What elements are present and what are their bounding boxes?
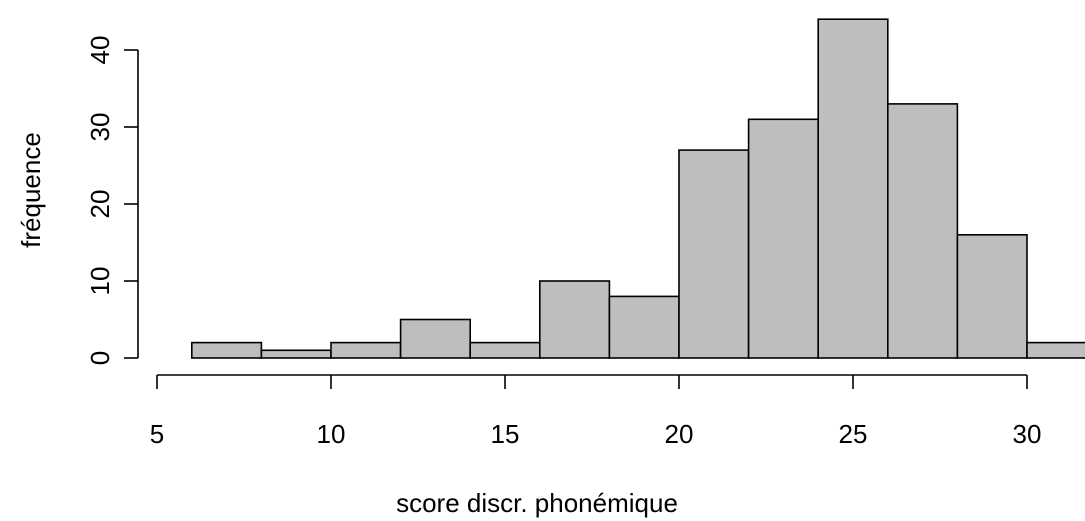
y-axis: 0 10 20 30 40 [85,36,139,365]
x-tick-label-5: 5 [150,419,164,449]
histogram-bar-20-22 [678,149,750,359]
bars-group [191,18,1085,359]
x-tick-label-15: 15 [491,419,520,449]
histogram-bar-30-32 [1026,341,1085,359]
histogram-bar-6-8 [191,341,263,359]
histogram-bar-26-28 [886,103,959,359]
histogram-bar-12-14 [399,318,472,359]
histogram-bar-8-10 [260,349,332,359]
histogram-bar-16-18 [538,280,611,359]
y-tick-label-40: 40 [85,36,115,65]
y-tick-label-10: 10 [85,267,115,296]
x-tick-label-10: 10 [317,419,346,449]
x-tick-label-30: 30 [1013,419,1042,449]
histogram-bar-24-26 [817,18,889,359]
y-tick-label-20: 20 [85,190,115,219]
histogram-bar-14-16 [469,341,541,359]
x-tick-label-25: 25 [839,419,868,449]
histogram-bar-22-24 [747,118,819,359]
histogram-bar-18-20 [608,295,680,359]
y-axis-title: fréquence [16,132,46,248]
y-tick-label-0: 0 [85,351,115,365]
y-tick-label-30: 30 [85,113,115,142]
histogram-bar-28-30 [956,234,1028,359]
x-tick-label-20: 20 [665,419,694,449]
x-axis-title: score discr. phonémique [396,488,678,518]
x-axis: 5 10 15 20 25 30 [150,374,1042,449]
histogram-bar-10-12 [330,341,402,359]
